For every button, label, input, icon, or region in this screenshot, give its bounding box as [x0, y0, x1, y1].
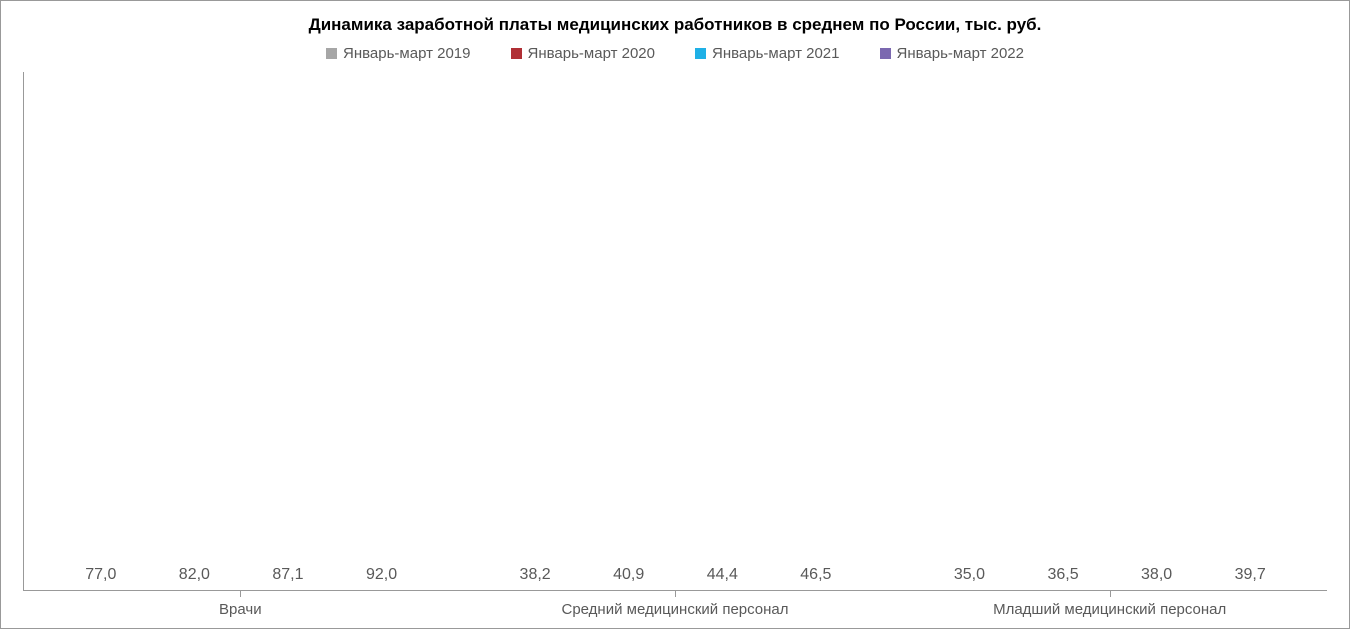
bars: 38,2 40,9 44,4 46,5: [458, 72, 892, 590]
legend-label: Январь-март 2021: [712, 45, 840, 62]
bar-wrap: 82,0: [150, 566, 240, 590]
bar-wrap: 36,5: [1018, 566, 1108, 590]
legend-swatch: [695, 48, 706, 59]
x-axis: ВрачиСредний медицинский персоналМладший…: [23, 591, 1327, 618]
x-tick: Врачи: [23, 591, 458, 618]
bar-value-label: 77,0: [85, 566, 116, 584]
chart-legend: Январь-март 2019 Январь-март 2020 Январь-м…: [23, 45, 1327, 62]
bar-wrap: 40,9: [584, 566, 674, 590]
category-group: 38,2 40,9 44,4 46,5: [458, 72, 892, 590]
legend-swatch: [326, 48, 337, 59]
category-group: 77,0 82,0 87,1 92,0: [24, 72, 458, 590]
bar-value-label: 40,9: [613, 566, 644, 584]
bar-value-label: 36,5: [1047, 566, 1078, 584]
plot-area: 77,0 82,0 87,1 92,0 38,2 40,9 44,4 46,5 35,0 36,5…: [23, 72, 1327, 591]
bar-wrap: 87,1: [243, 566, 333, 590]
legend-label: Январь-март 2022: [897, 45, 1025, 62]
x-tick: Средний медицинский персонал: [458, 591, 893, 618]
category-label: Младший медицинский персонал: [892, 601, 1327, 618]
bar-wrap: 77,0: [56, 566, 146, 590]
legend-label: Январь-март 2019: [343, 45, 471, 62]
bar-wrap: 46,5: [771, 566, 861, 590]
bar-wrap: 38,2: [490, 566, 580, 590]
bar-value-label: 39,7: [1235, 566, 1266, 584]
chart-title: Динамика заработной платы медицинских ра…: [23, 15, 1327, 35]
bar-value-label: 44,4: [707, 566, 738, 584]
bar-wrap: 35,0: [925, 566, 1015, 590]
bar-wrap: 39,7: [1205, 566, 1295, 590]
bar-wrap: 38,0: [1112, 566, 1202, 590]
bar-value-label: 92,0: [366, 566, 397, 584]
legend-swatch: [880, 48, 891, 59]
bar-wrap: 92,0: [337, 566, 427, 590]
bar-value-label: 46,5: [800, 566, 831, 584]
bars: 35,0 36,5 38,0 39,7: [893, 72, 1327, 590]
legend-item: Январь-март 2019: [326, 45, 471, 62]
bar-value-label: 87,1: [272, 566, 303, 584]
salary-chart: Динамика заработной платы медицинских ра…: [0, 0, 1350, 629]
legend-item: Январь-март 2020: [511, 45, 656, 62]
bar-value-label: 38,0: [1141, 566, 1172, 584]
legend-label: Январь-март 2020: [528, 45, 656, 62]
bar-value-label: 82,0: [179, 566, 210, 584]
bar-value-label: 35,0: [954, 566, 985, 584]
category-group: 35,0 36,5 38,0 39,7: [893, 72, 1327, 590]
category-label: Врачи: [23, 601, 458, 618]
bar-wrap: 44,4: [677, 566, 767, 590]
bars: 77,0 82,0 87,1 92,0: [24, 72, 458, 590]
x-tick: Младший медицинский персонал: [892, 591, 1327, 618]
legend-item: Январь-март 2022: [880, 45, 1025, 62]
legend-swatch: [511, 48, 522, 59]
bar-value-label: 38,2: [520, 566, 551, 584]
category-label: Средний медицинский персонал: [458, 601, 893, 618]
legend-item: Январь-март 2021: [695, 45, 840, 62]
